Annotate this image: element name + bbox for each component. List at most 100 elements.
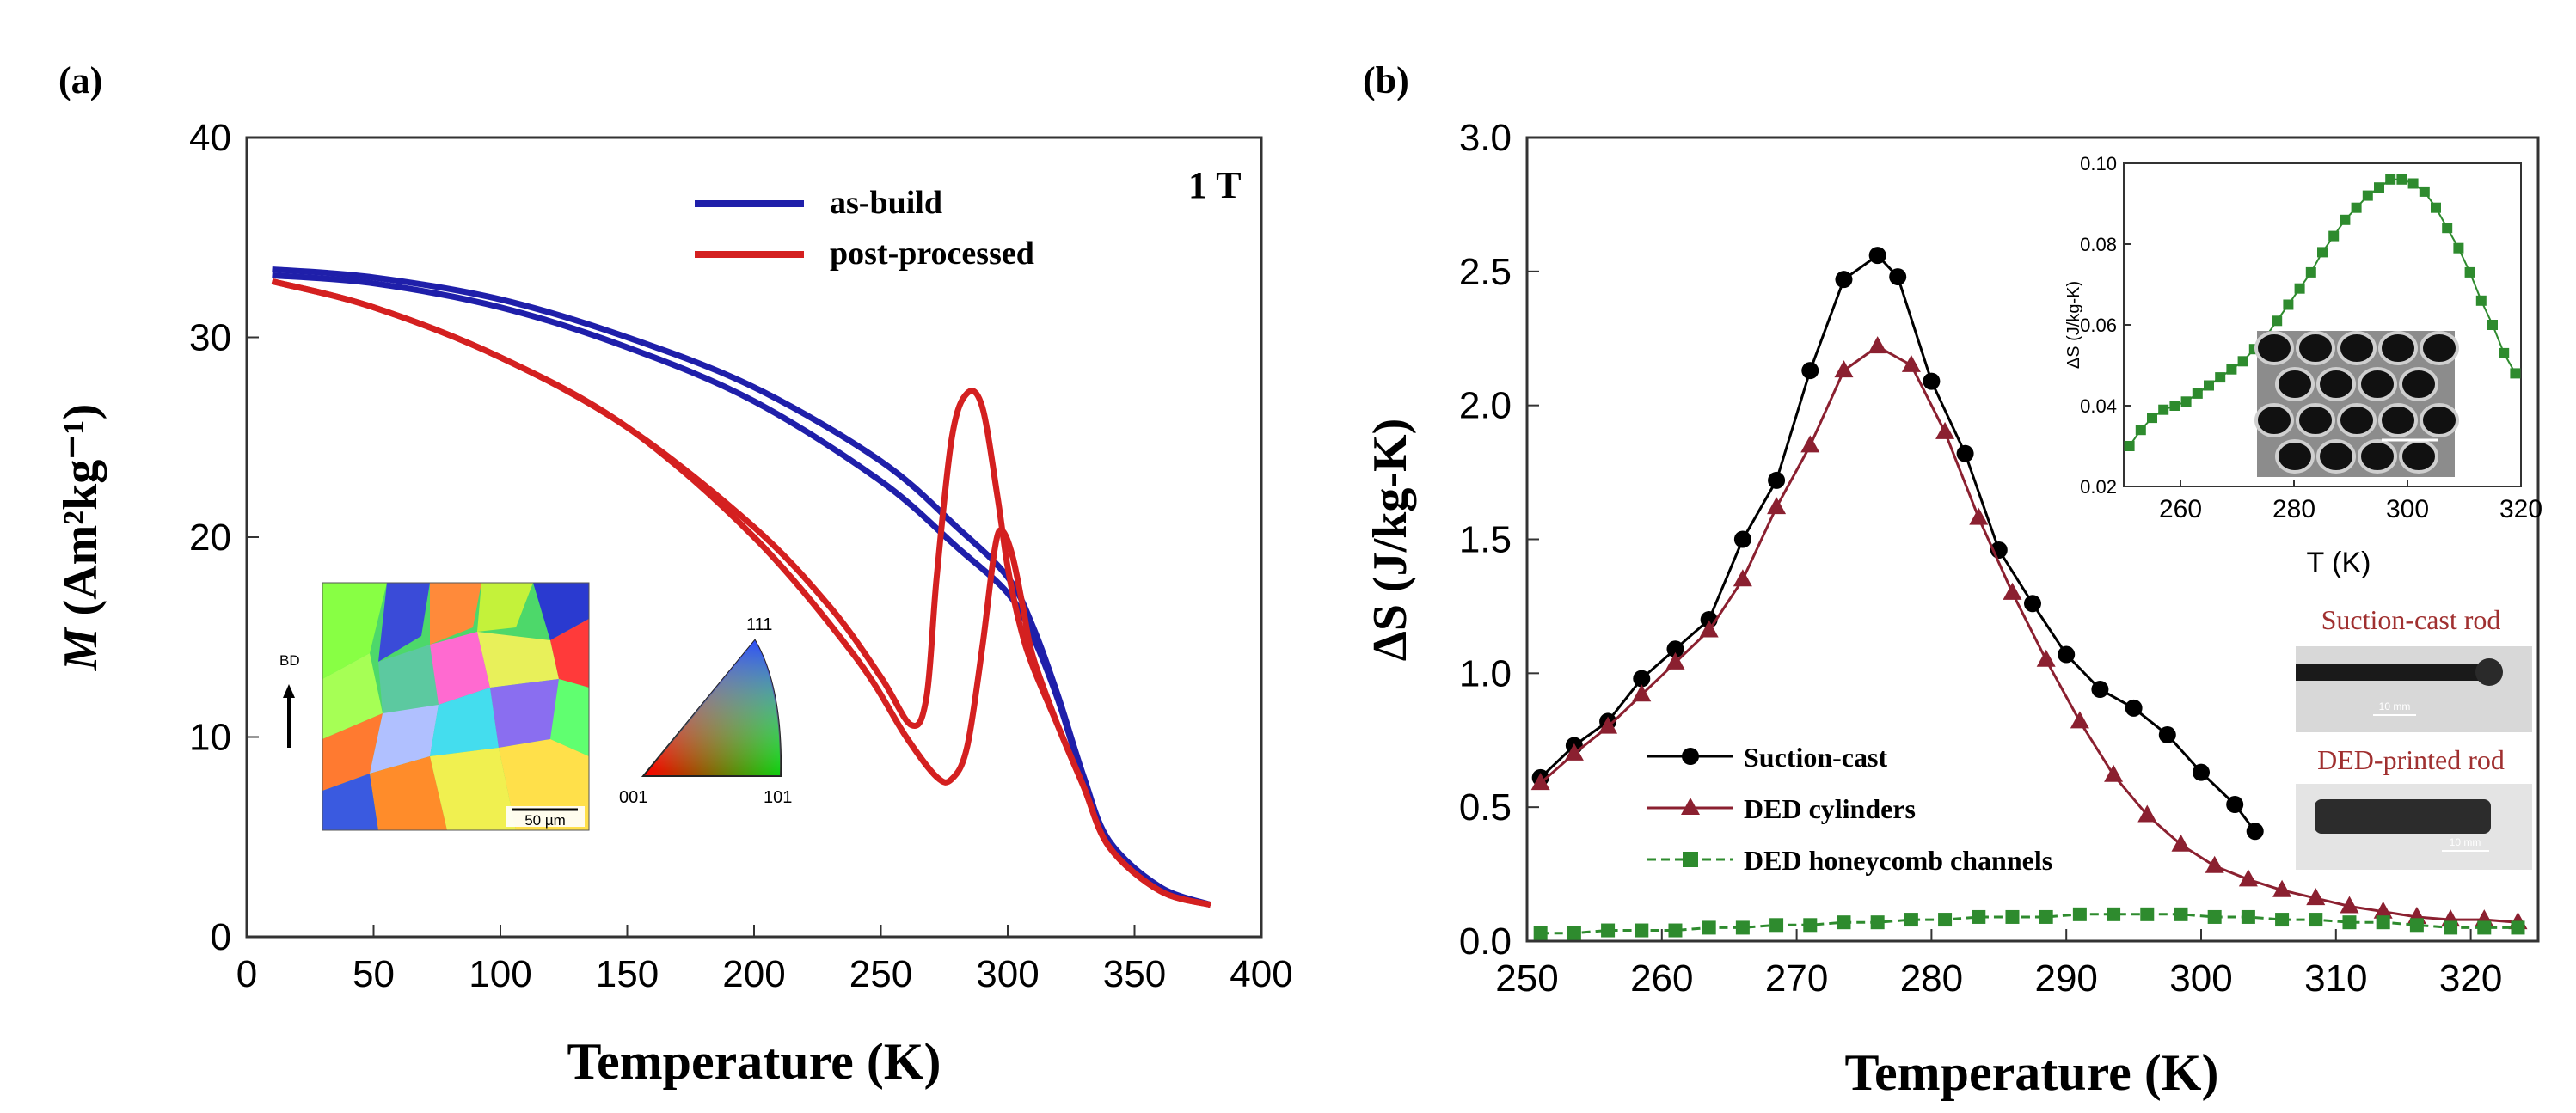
b-y-tick-label: 3.0 (1459, 117, 1512, 159)
inset-marker (2192, 388, 2203, 399)
b-marker-ded-cylinders (2171, 834, 2191, 852)
inset-marker (2305, 266, 2316, 278)
honeycomb-photo (2254, 331, 2459, 477)
panel-a-y-axis-label: M (Am²kg⁻¹) (54, 404, 107, 671)
b-marker-ded-cylinders (1665, 651, 1685, 670)
b-marker-ded-honeycomb (2140, 907, 2155, 921)
inset-marker (2362, 190, 2373, 201)
inset-x-tick-label: 280 (2272, 495, 2315, 523)
b-marker-ded-honeycomb (2409, 918, 2424, 933)
b-marker-suction-cast (2246, 823, 2264, 841)
b-marker-suction-cast (2226, 796, 2244, 814)
inset-marker (2283, 299, 2294, 310)
b-marker-ded-honeycomb (1601, 923, 1616, 938)
panel-a-y-axis-label-units: (Am²kg⁻¹) (54, 404, 107, 628)
b-x-tick-label: 310 (2304, 957, 2367, 1000)
b-marker-ded-honeycomb (2376, 915, 2390, 930)
ipf-label-101: 101 (764, 788, 792, 807)
b-y-tick-label: 1.0 (1459, 652, 1512, 694)
b-y-tick-label: 2.5 (1459, 251, 1512, 293)
inset-y-tick-label: 0.04 (2080, 395, 2117, 417)
inset-marker (2351, 202, 2362, 213)
inset-marker (2431, 202, 2441, 213)
suction-cast-rod-photo (2296, 646, 2532, 732)
b-marker-suction-cast (1768, 471, 1786, 489)
b-marker-ded-honeycomb (1972, 909, 1986, 924)
panel-a-label: (a) (58, 59, 102, 101)
honeycomb-cell (2316, 439, 2356, 474)
scale-bar-label: 50 µm (524, 812, 566, 829)
inset-y-tick-label: 0.06 (2080, 315, 2117, 336)
suction-cast-rod-label-box (2287, 593, 2535, 643)
inset-curve (2124, 174, 2521, 451)
inset-marker (2442, 223, 2453, 234)
b-marker-ded-cylinders (1530, 773, 1550, 791)
b-marker-ded-honeycomb (2342, 915, 2357, 930)
b-marker-ded-cylinders (2373, 901, 2393, 919)
b-marker-ded-honeycomb (1904, 913, 1918, 927)
ebsd-orientation-map: 50 µm BD (279, 582, 590, 831)
panel-a: (a) 0 50 100 150 200 250 300 350 400 0 10 20 30 40 M … (54, 59, 1293, 1090)
a-y-tick-label: 20 (189, 517, 231, 559)
b-marker-suction-cast (1666, 640, 1684, 658)
ipf-label-001: 001 (619, 788, 647, 807)
panel-b-curves (1530, 247, 2528, 940)
inset-marker (2453, 242, 2464, 254)
ipf-color-key: 111 001 101 (619, 615, 792, 807)
panel-b-axes: 250 260 270 280 290 300 310 320 0.0 0.5 1.0 1.5 2.0 2… (1459, 117, 2502, 1000)
b-marker-ded-honeycomb (2444, 920, 2458, 935)
ebsd-map-border (322, 582, 590, 831)
inset-marker (2237, 356, 2248, 367)
rod-photos: Suction-cast rod 10 mm DED-printed rod 1… (2287, 593, 2535, 870)
a-y-tick-label: 10 (189, 717, 231, 759)
b-x-tick-label: 300 (2169, 957, 2232, 1000)
honeycomb-cell (2358, 439, 2397, 474)
b-marker-ded-cylinders (2003, 582, 2022, 600)
b-marker-ded-honeycomb (2005, 909, 2020, 924)
inset-marker (2180, 396, 2192, 407)
b-marker-suction-cast (2091, 681, 2109, 699)
ded-printed-rod-label-box (2287, 736, 2535, 782)
b-marker-ded-honeycomb (2275, 913, 2290, 927)
inset-marker (2294, 283, 2305, 294)
a-series-post-processed (271, 278, 1211, 908)
inset-marker (2475, 295, 2487, 306)
b-marker-ded-cylinders (2036, 649, 2056, 667)
b-marker-ded-cylinders (1767, 497, 1787, 515)
inset-marker (2124, 441, 2135, 451)
honeycomb-cell (2378, 403, 2418, 437)
ded-printed-rod (2315, 799, 2491, 834)
panel-b-legend: Suction-cast DED cylinders DED honeycomb… (1647, 742, 2052, 876)
honeycomb-cell (2337, 403, 2377, 437)
honeycomb-cell (2254, 331, 2294, 365)
a-x-tick-label: 150 (596, 953, 659, 995)
b-marker-ded-honeycomb (2039, 909, 2053, 924)
panel-b-y-axis-label: ΔS (J/kg-K) (1364, 419, 1417, 661)
honeycomb-cell (2420, 331, 2459, 365)
panel-a-axes: 0 50 100 150 200 250 300 350 400 0 10 20 30 40 (189, 117, 1293, 995)
a-x-tick-label: 100 (469, 953, 531, 995)
b-marker-ded-honeycomb (2511, 920, 2525, 935)
honeycomb-cell (2316, 367, 2356, 401)
ded-printed-rod-label: DED-printed rod (2317, 744, 2505, 775)
b-marker-ded-cylinders (2205, 855, 2224, 873)
panel-a-curves (271, 266, 1212, 908)
suction-cast-rod (2296, 664, 2487, 681)
b-marker-suction-cast (2125, 699, 2143, 717)
suction-cast-rod-end (2475, 658, 2503, 686)
a-x-tick-label: 0 (236, 953, 257, 995)
honeycomb-cell (2420, 403, 2459, 437)
legend-label-suction-cast: Suction-cast (1744, 742, 1887, 773)
suction-cast-rod-label: Suction-cast rod (2321, 604, 2501, 635)
b-marker-ded-cylinders (1800, 435, 1820, 453)
b-marker-ded-cylinders (1834, 360, 1854, 378)
a-x-tick-label: 50 (353, 953, 395, 995)
b-marker-ded-cylinders (1632, 684, 1652, 702)
ipf-triangle-overlay (643, 640, 782, 776)
b-marker-ded-honeycomb (2309, 913, 2323, 927)
b-x-tick-label: 270 (1765, 957, 1828, 1000)
panel-b-x-axis-label: Temperature (K) (1845, 1044, 2219, 1101)
build-direction-arrowhead (283, 684, 295, 698)
b-marker-suction-cast (1868, 247, 1886, 265)
